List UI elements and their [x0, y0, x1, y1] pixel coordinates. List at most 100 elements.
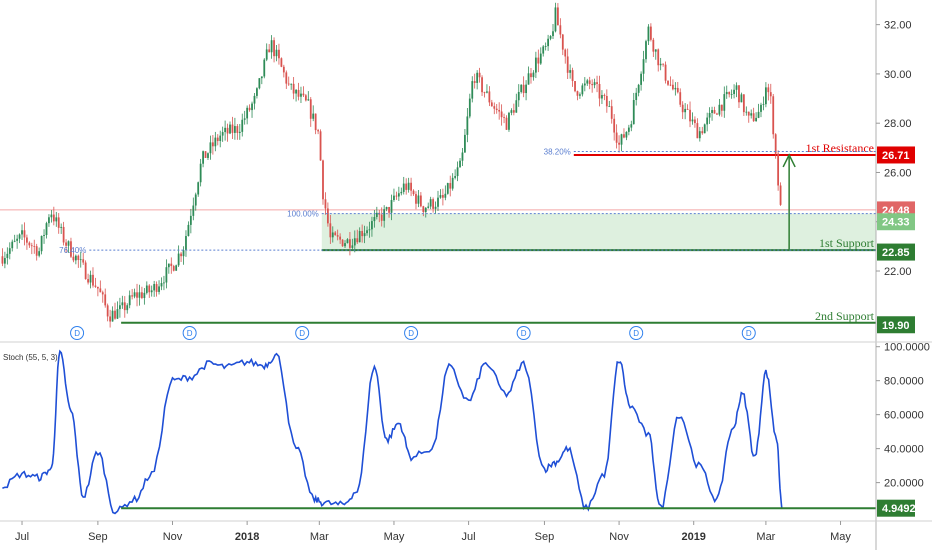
candle-body — [505, 117, 508, 130]
candle-body — [769, 92, 772, 97]
candle-body — [170, 263, 173, 267]
candle-body — [478, 72, 481, 78]
candle-body — [424, 207, 427, 213]
candle-body — [185, 236, 187, 251]
dividend-marker[interactable] — [182, 326, 197, 340]
candle-body — [779, 185, 782, 205]
candle-body — [439, 195, 442, 198]
candle-body — [571, 70, 574, 82]
candle-body — [45, 223, 48, 235]
candle-body — [627, 127, 630, 132]
candle-body — [175, 265, 178, 271]
candle-body — [131, 295, 134, 297]
candle-body — [317, 130, 320, 132]
time-tick-label: Jul — [462, 531, 476, 543]
candle-body — [742, 94, 745, 113]
candle-body — [121, 302, 124, 306]
candle-body — [128, 295, 131, 306]
candle-body — [417, 195, 420, 204]
oscillator-tick-label: 60.0000 — [884, 410, 924, 422]
candle-body — [319, 131, 322, 161]
candle-body — [672, 84, 674, 90]
candle-body — [745, 111, 748, 113]
candle-body — [248, 107, 251, 111]
candle-body — [55, 217, 58, 222]
candle-body — [138, 292, 141, 298]
candle-body — [654, 49, 657, 52]
candle-body — [273, 40, 275, 57]
candle-body — [285, 72, 288, 84]
candle-body — [153, 284, 156, 291]
candle-body — [6, 253, 9, 259]
candle-body — [630, 124, 633, 128]
candle-body — [148, 285, 151, 293]
candle-body — [226, 127, 229, 134]
candle-body — [158, 286, 160, 292]
dividend-marker[interactable] — [404, 326, 419, 340]
price-tick-label: 30.00 — [884, 69, 912, 81]
dividend-marker[interactable] — [295, 326, 310, 340]
candle-body — [434, 206, 437, 209]
oscillator-tick-label: 40.0000 — [884, 444, 924, 456]
candle-body — [314, 113, 317, 131]
candle-body — [187, 224, 190, 237]
candle-body — [464, 134, 466, 153]
candle-body — [322, 160, 324, 200]
candle-body — [192, 205, 195, 216]
dividend-marker[interactable] — [741, 326, 756, 340]
candle-body — [160, 283, 163, 287]
candle-body — [530, 73, 532, 78]
candle-body — [711, 110, 713, 113]
candle-body — [62, 226, 65, 243]
candle-body — [764, 87, 767, 105]
level-tag-3 — [877, 316, 915, 334]
candle-body — [576, 91, 579, 96]
dividend-marker[interactable] — [70, 326, 85, 340]
candle-body — [371, 221, 373, 230]
candle-body — [498, 109, 501, 112]
candle-body — [674, 87, 677, 90]
candle-body — [772, 96, 775, 135]
candle-body — [461, 152, 464, 161]
time-tick-label: Nov — [163, 531, 183, 543]
candle-body — [52, 214, 55, 222]
candle-body — [87, 279, 89, 283]
candle-body — [229, 124, 231, 134]
candle-body — [388, 207, 390, 213]
candle-body — [155, 284, 158, 292]
dividend-marker-label: D — [521, 329, 527, 338]
candle-body — [583, 83, 586, 86]
candle-body — [667, 80, 669, 85]
candle-body — [339, 236, 342, 240]
candle-body — [331, 232, 334, 238]
candle-body — [165, 267, 168, 283]
candle-body — [481, 77, 483, 93]
candle-body — [96, 286, 99, 289]
candle-body — [564, 49, 567, 57]
candle-body — [375, 212, 378, 218]
candle-body — [265, 49, 268, 60]
candle-body — [676, 87, 679, 93]
candle-body — [437, 197, 439, 207]
candle-body — [415, 194, 417, 204]
candle-body — [253, 95, 256, 104]
candle-body — [747, 111, 750, 116]
candle-body — [99, 288, 102, 293]
candle-body — [559, 25, 562, 35]
candle-body — [163, 282, 165, 284]
dividend-marker-label: D — [299, 329, 305, 338]
price-tag-2-text: 24.33 — [882, 217, 910, 229]
dividend-marker[interactable] — [629, 326, 644, 340]
candle-body — [552, 31, 554, 37]
candle-body — [3, 258, 6, 264]
candle-body — [82, 259, 85, 263]
candle-body — [689, 109, 691, 122]
dividend-marker[interactable] — [516, 326, 531, 340]
candle-body — [141, 292, 143, 298]
candle-body — [116, 309, 119, 319]
oscillator-tick-label: 20.0000 — [884, 478, 924, 490]
candle-body — [211, 142, 214, 147]
level-tag-3-text: 19.90 — [882, 320, 910, 332]
candle-body — [407, 182, 410, 190]
